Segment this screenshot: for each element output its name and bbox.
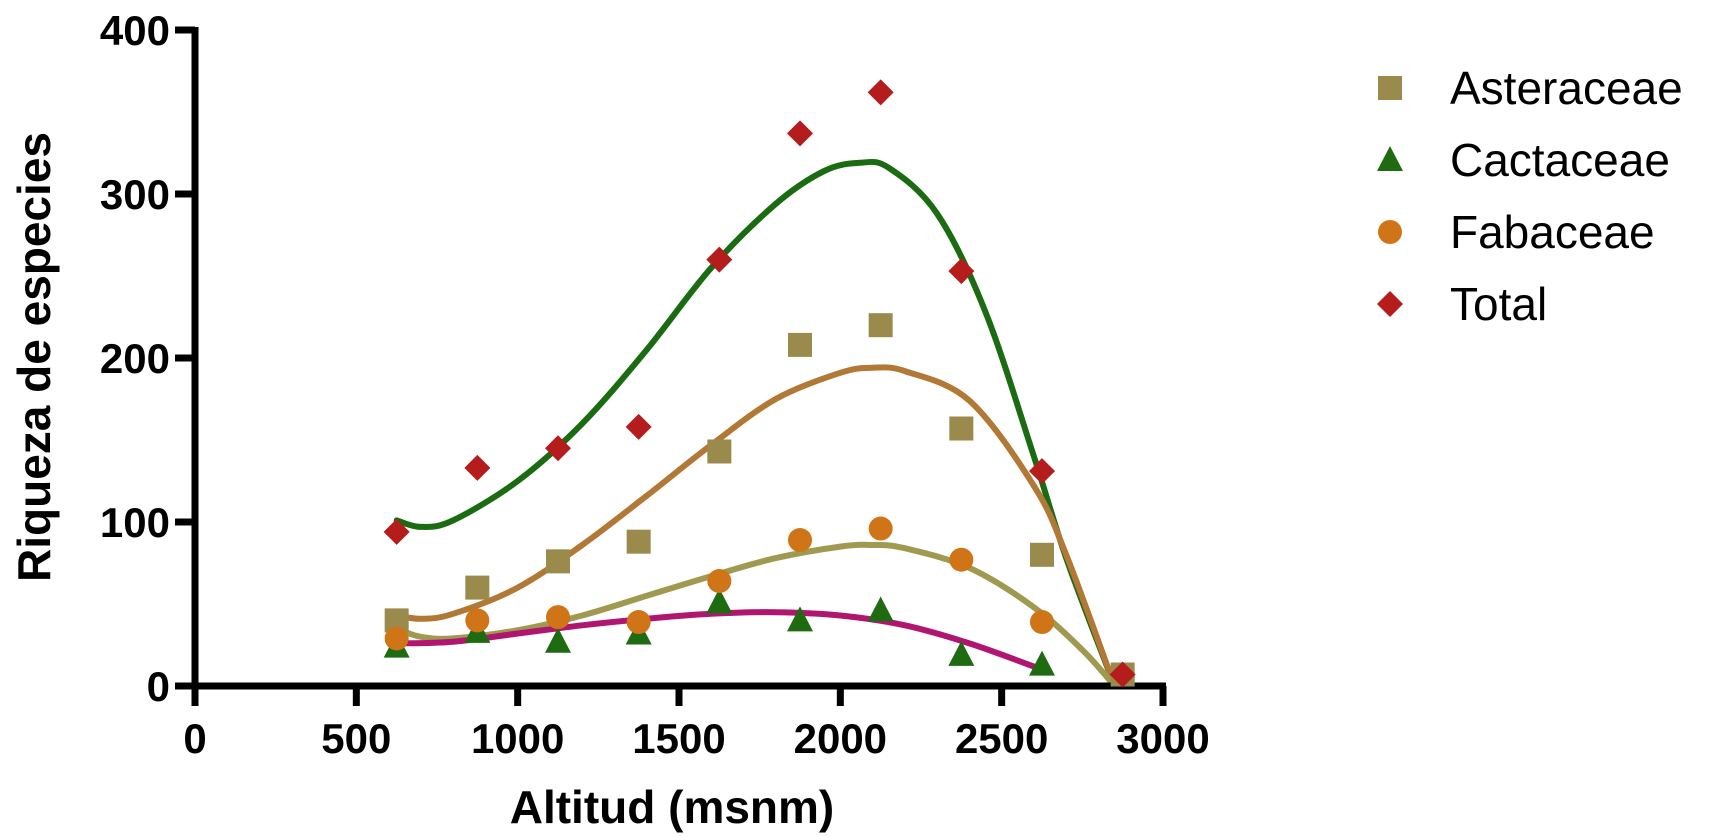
fit-curve-3 xyxy=(393,541,1118,689)
asteraceae-point xyxy=(949,416,974,441)
legend-label-total: Total xyxy=(1450,278,1547,330)
fabaceae-point xyxy=(868,516,893,541)
legend-marker-total xyxy=(1377,291,1403,317)
x-tick-label: 1500 xyxy=(632,715,725,762)
legend-marker-fabaceae xyxy=(1378,220,1402,244)
asteraceae-point xyxy=(465,575,490,600)
y-tick-label: 300 xyxy=(100,171,170,218)
total-point xyxy=(464,454,491,481)
y-axis-title: Riqueza de especies xyxy=(8,132,60,582)
fabaceae-point xyxy=(788,528,812,553)
y-tick-label: 400 xyxy=(100,7,170,54)
cactaceae-point xyxy=(948,640,975,666)
fabaceae-point xyxy=(949,547,974,572)
fit-curve-4 xyxy=(393,609,1045,673)
fabaceae-point xyxy=(465,608,490,633)
asteraceae-point xyxy=(788,332,812,357)
legend-label-fabaceae: Fabaceae xyxy=(1450,206,1655,258)
fit-curve-1 xyxy=(393,158,1118,689)
total-point xyxy=(948,258,975,285)
x-tick-label: 2500 xyxy=(955,715,1048,762)
tick-labels: 0 500 1000 1500 2000 2500 3000 0 100 200 300 400 xyxy=(100,7,1210,762)
fabaceae-point xyxy=(546,605,570,630)
cactaceae-point xyxy=(787,606,813,632)
fit-curves xyxy=(393,158,1118,689)
asteraceae-point xyxy=(1030,542,1054,567)
fit-curve-2 xyxy=(393,364,1118,689)
total-point xyxy=(625,413,652,440)
cactaceae-point xyxy=(867,596,894,622)
legend: Asteraceae Cactaceae Fabaceae Total xyxy=(1377,62,1683,330)
y-tick-label: 200 xyxy=(100,335,170,382)
x-tick-label: 0 xyxy=(183,715,206,762)
asteraceae-point xyxy=(707,439,732,464)
legend-label-cactaceae: Cactaceae xyxy=(1450,134,1670,186)
data-points xyxy=(383,79,1136,688)
fabaceae-point xyxy=(1030,610,1054,635)
legend-item-cactaceae: Cactaceae xyxy=(1377,134,1670,186)
fabaceae-point xyxy=(707,569,732,594)
cactaceae-point xyxy=(706,588,733,614)
x-tick-label: 2000 xyxy=(794,715,887,762)
asteraceae-point xyxy=(868,313,893,338)
fabaceae-point xyxy=(384,626,409,651)
total-point xyxy=(383,518,410,545)
total-point xyxy=(1109,661,1136,688)
x-axis-title: Altitud (msnm) xyxy=(510,781,835,833)
total-point xyxy=(867,79,894,106)
legend-marker-cactaceae xyxy=(1377,146,1403,171)
y-tick-label: 100 xyxy=(100,499,170,546)
x-tick-label: 3000 xyxy=(1116,715,1209,762)
legend-label-asteraceae: Asteraceae xyxy=(1450,62,1683,114)
asteraceae-point xyxy=(546,549,570,574)
legend-item-fabaceae: Fabaceae xyxy=(1378,206,1655,258)
axes xyxy=(175,26,1167,706)
x-tick-label: 500 xyxy=(321,715,391,762)
total-point xyxy=(545,435,571,462)
y-tick-label: 0 xyxy=(147,663,170,710)
fabaceae-point xyxy=(626,610,651,635)
asteraceae-point xyxy=(626,529,651,554)
legend-item-total: Total xyxy=(1377,278,1547,330)
total-point xyxy=(1029,458,1055,485)
total-point xyxy=(787,120,813,147)
cactaceae-point xyxy=(545,627,571,653)
legend-marker-asteraceae xyxy=(1378,76,1402,100)
total-point xyxy=(706,246,733,273)
cactaceae-point xyxy=(1029,650,1055,676)
legend-item-asteraceae: Asteraceae xyxy=(1378,62,1683,114)
x-tick-label: 1000 xyxy=(471,715,564,762)
